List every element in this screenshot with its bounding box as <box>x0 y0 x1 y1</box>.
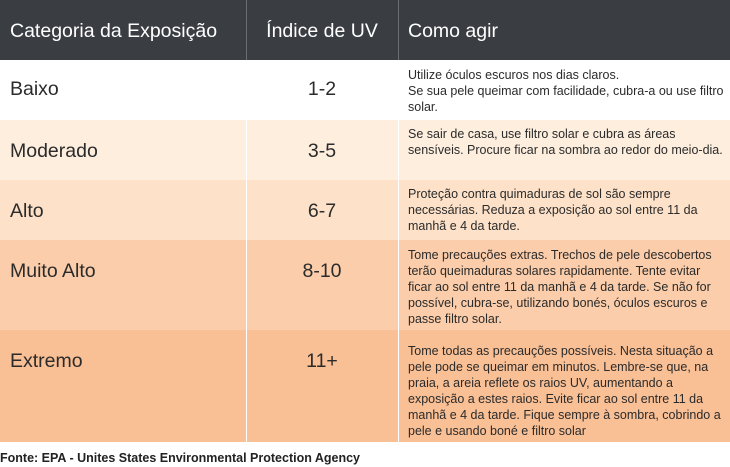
source-footnote: Fonte: EPA - Unites States Environmental… <box>0 451 361 465</box>
uv-index-cell: 1-2 <box>307 78 337 100</box>
table-row: Muito Alto 8-10 Tome precauções extras. … <box>0 240 730 330</box>
table-row: Extremo 11+ Tome todas as precauções pos… <box>0 330 730 442</box>
action-cell: Utilize óculos escuros nos dias claros. … <box>408 68 724 114</box>
header-uv-index: Índice de UV <box>266 20 378 42</box>
uv-index-cell: 3-5 <box>307 140 337 162</box>
uv-index-cell: 11+ <box>306 350 338 372</box>
table-row: Moderado 3-5 Se sair de casa, use filtro… <box>0 120 730 180</box>
category-cell: Muito Alto <box>10 260 96 282</box>
action-cell: Tome precauções extras. Trechos de pele … <box>408 248 712 326</box>
header-action: Como agir <box>408 20 498 42</box>
action-cell: Se sair de casa, use filtro solar e cubr… <box>408 127 723 157</box>
uv-index-cell: 6-7 <box>307 200 337 222</box>
table-row: Alto 6-7 Proteção contra quimaduras de s… <box>0 180 730 240</box>
header-divider <box>398 0 399 60</box>
category-cell: Moderado <box>10 140 98 162</box>
header-category: Categoria da Exposição <box>10 20 218 42</box>
table-header: Categoria da Exposição Índice de UV Como… <box>0 0 730 60</box>
header-divider <box>246 0 247 60</box>
category-cell: Extremo <box>10 350 83 372</box>
table-row: Baixo 1-2 Utilize óculos escuros nos dia… <box>0 60 730 120</box>
column-divider <box>246 60 247 442</box>
action-cell: Proteção contra quimaduras de sol são se… <box>408 187 698 233</box>
uv-index-cell: 8-10 <box>302 260 342 282</box>
category-cell: Alto <box>10 200 44 222</box>
category-cell: Baixo <box>10 78 59 100</box>
action-cell: Tome todas as precauções possíveis. Nest… <box>408 344 721 438</box>
column-divider <box>398 60 399 442</box>
